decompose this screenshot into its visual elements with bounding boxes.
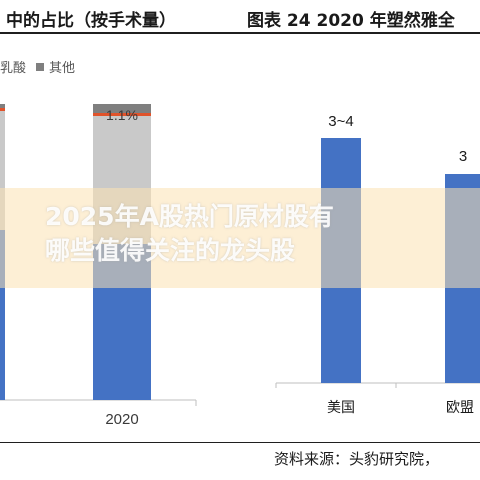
x-tick-2020: 2020 bbox=[105, 411, 138, 428]
source-note: 资料来源：头豹研究院， bbox=[274, 450, 440, 468]
legend-label-lactic: 乳酸 bbox=[0, 61, 27, 76]
bar-2020-segment-other bbox=[93, 104, 151, 114]
bar-prev-segment-other bbox=[0, 104, 5, 108]
bar-prev-segment-lactic bbox=[0, 108, 5, 111]
footer-rule bbox=[0, 442, 480, 443]
watermark-line-2: 哪些值得关注的龙头股 bbox=[45, 236, 296, 265]
bar-eu-data-label: 3 bbox=[459, 148, 467, 165]
legend-swatch-other bbox=[36, 62, 45, 71]
left-chart-title: 中的占比（按手术量） bbox=[6, 11, 176, 31]
bar-prev-segment-grey bbox=[0, 111, 5, 230]
watermark-line-1: 2025年A股热门原材股有 bbox=[45, 202, 334, 231]
right-chart-title: 图表 24 2020 年塑然雅全 bbox=[247, 11, 455, 31]
watermark-banner bbox=[0, 188, 480, 288]
bar-us-data-label: 3~4 bbox=[328, 113, 353, 130]
bar-2020-data-label: 1.1% bbox=[106, 107, 138, 123]
x-tick-us: 美国 bbox=[327, 400, 355, 416]
watermark-text: 2025年A股热门原材股有 哪些值得关注的龙头股 bbox=[45, 200, 334, 268]
legend: 乳酸 其他 bbox=[0, 57, 75, 76]
x-tick-eu: 欧盟 bbox=[446, 400, 474, 416]
bar-prev-segment-blue bbox=[0, 230, 5, 400]
legend-label-other: 其他 bbox=[49, 61, 76, 76]
header-rule bbox=[0, 32, 480, 34]
bar-2020-segment-lactic bbox=[93, 113, 151, 116]
